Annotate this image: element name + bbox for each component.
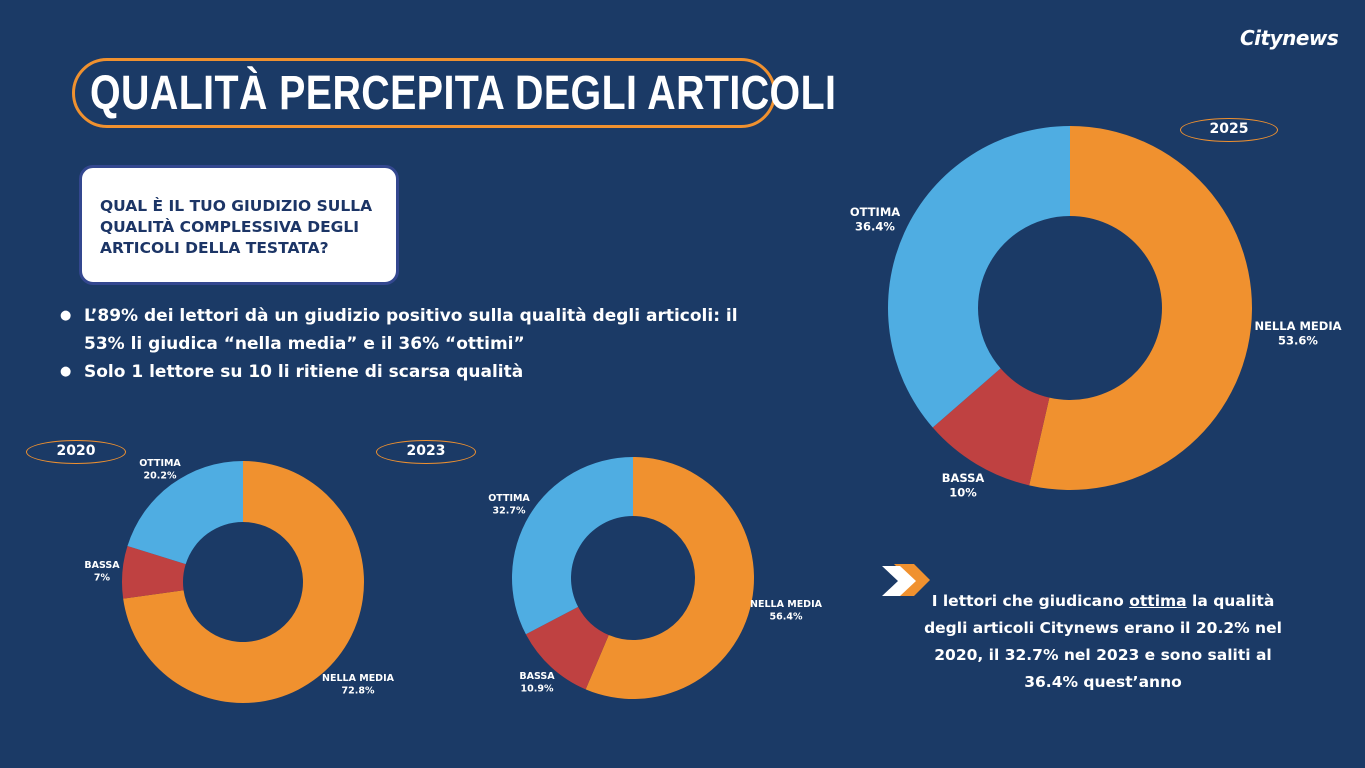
slice-nella-media [123,461,364,704]
slice-ottima [512,456,633,635]
slice-value-label: 32.7% [493,506,526,517]
chevron-right-icon [882,564,930,596]
slice-bassa [525,606,609,690]
slice-label: NELLA MEDIA [322,673,395,684]
slice-label: OTTIMA [850,205,900,219]
slice-label: OTTIMA [139,458,181,469]
slice-bassa [932,368,1050,486]
slice-label: BASSA [519,671,555,682]
slice-label: OTTIMA [488,493,530,504]
slice-value-label: 20.2% [144,471,177,482]
question-card [79,165,399,285]
donut-chart-2023: NELLA MEDIA 56.4% BASSA 10.9% OTTIMA 32.7% [488,456,823,699]
slice-label: BASSA [942,471,985,485]
year-badge-2020: 2020 [26,440,126,464]
slice-ottima [888,126,1070,428]
survey-question: QUAL È IL TUO GIUDIZIO SULLA QUALITÀ COM… [100,197,373,257]
slice-nella-media [1029,126,1253,490]
slice-label: NELLA MEDIA [750,599,823,610]
slice-value-label: 56.4% [770,612,803,623]
key-findings-list: L’89% dei lettori dà un giudizio positiv… [60,302,784,386]
slice-label: NELLA MEDIA [1254,319,1341,333]
slice-value-label: 53.6% [1278,334,1318,348]
citynews-logo: Citynews [1240,26,1339,50]
slice-nella-media [585,457,754,699]
title-frame [72,58,776,128]
finding-item: Solo 1 lettore su 10 li ritiene di scars… [60,358,784,386]
slice-ottima [127,461,243,565]
finding-item: L’89% dei lettori dà un giudizio positiv… [60,302,784,358]
year-badge-2025: 2025 [1180,118,1278,142]
donut-chart-2020: NELLA MEDIA 72.8% BASSA 7% OTTIMA 20.2% [84,458,395,704]
slice-value-label: 10% [949,486,977,500]
slice-value-label: 36.4% [855,220,895,234]
slice-value-label: 10.9% [521,684,554,695]
slice-value-label: 72.8% [342,686,375,697]
slice-value-label: 7% [94,573,111,584]
page-title: QUALITÀ PERCEPITA DEGLI ARTICOLI [90,67,837,120]
trend-note: I lettori che giudicano ottima la qualit… [924,592,1282,691]
slice-label: BASSA [84,560,120,571]
year-badge-2023: 2023 [376,440,476,464]
slice-bassa [121,546,186,599]
highlight-word: ottima [1129,592,1187,610]
